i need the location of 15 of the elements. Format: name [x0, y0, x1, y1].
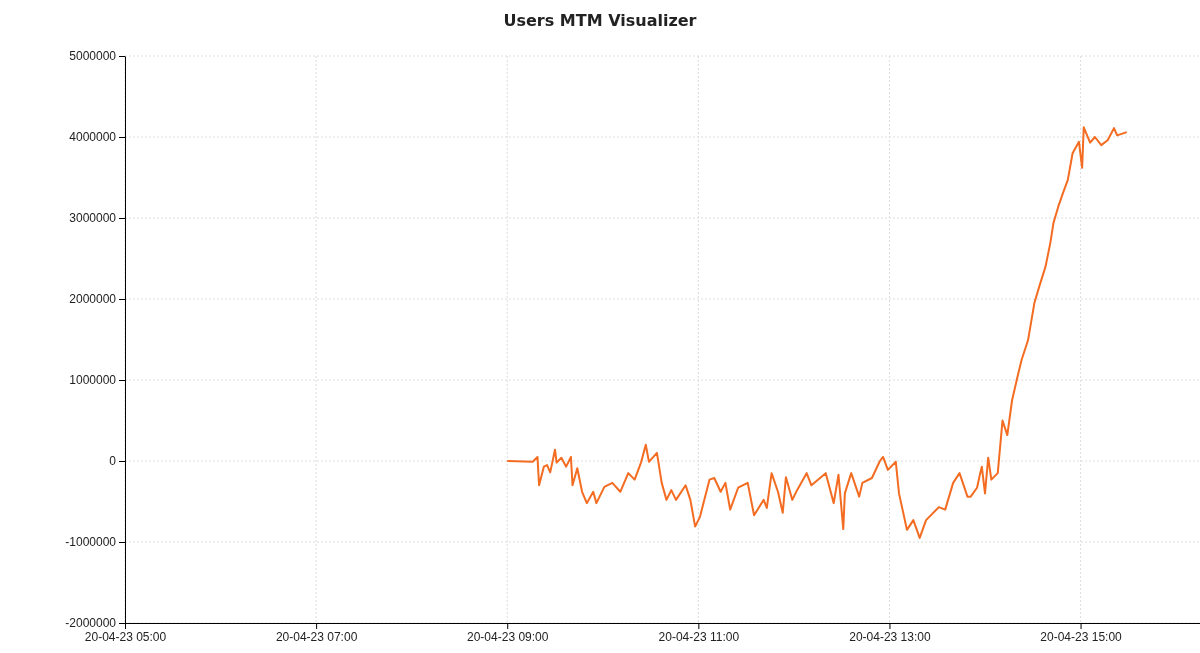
- y-tick-label: -1000000: [65, 535, 117, 550]
- y-tick-label: -2000000: [65, 616, 117, 631]
- x-tick-label: 20-04-23 11:00: [658, 629, 740, 644]
- x-tick-label: 20-04-23 15:00: [1040, 629, 1123, 644]
- x-tick-label: 20-04-23 05:00: [84, 629, 167, 644]
- y-tick-label: 4000000: [69, 130, 117, 145]
- x-tick-label: 20-04-23 13:00: [849, 629, 931, 644]
- chart-title: Users MTM Visualizer: [503, 11, 697, 30]
- y-tick-label: 3000000: [69, 211, 117, 226]
- x-tick-label: 20-04-23 09:00: [467, 629, 549, 644]
- y-tick-label: 5000000: [69, 49, 117, 64]
- y-tick-label: 0: [109, 454, 117, 469]
- y-tick-label: 1000000: [69, 373, 117, 388]
- x-tick-label: 20-04-23 07:00: [275, 629, 358, 644]
- y-tick-label: 2000000: [69, 292, 117, 307]
